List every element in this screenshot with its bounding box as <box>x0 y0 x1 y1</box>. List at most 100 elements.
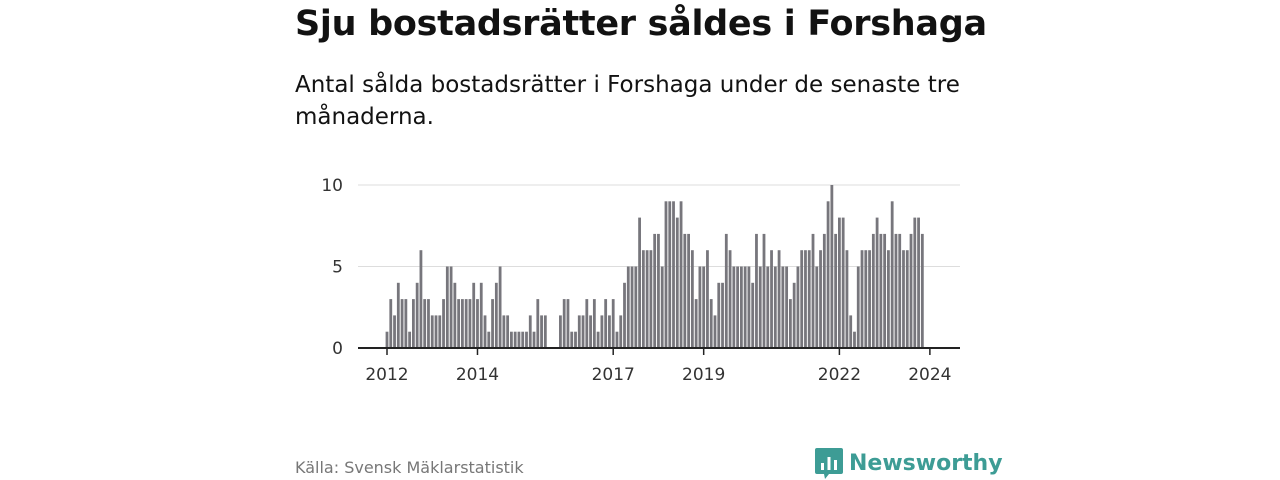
bar <box>773 266 777 348</box>
bar <box>698 266 702 348</box>
bar <box>389 299 393 348</box>
bar <box>427 299 430 348</box>
bar <box>736 266 740 348</box>
bar <box>890 201 894 348</box>
newsworthy-brand[interactable]: Newsworthy <box>814 446 1003 480</box>
bar <box>751 282 755 348</box>
bar <box>423 299 427 348</box>
bar <box>683 233 687 348</box>
y-tick-label: 10 <box>321 176 343 196</box>
bar <box>404 299 408 348</box>
bar <box>521 331 525 348</box>
bar <box>679 201 683 348</box>
bar <box>811 233 815 348</box>
bar <box>449 266 453 348</box>
bar <box>777 250 781 348</box>
y-tick-label: 5 <box>332 258 343 278</box>
bar <box>898 233 902 348</box>
bar <box>596 331 600 348</box>
bar <box>506 315 510 348</box>
x-tick-label: 2019 <box>682 365 725 385</box>
bar <box>638 217 641 348</box>
x-tick-label: 2012 <box>365 365 408 385</box>
bar <box>570 331 574 348</box>
bar <box>649 250 653 348</box>
bar <box>585 299 589 348</box>
bar <box>868 250 871 348</box>
bar <box>619 315 623 348</box>
bar <box>434 315 438 348</box>
bar <box>483 315 487 348</box>
bar <box>694 299 698 348</box>
bar <box>732 266 736 348</box>
bar <box>883 233 887 348</box>
bar <box>755 233 758 348</box>
bar <box>532 331 536 348</box>
bar <box>668 201 672 348</box>
bar <box>721 282 724 348</box>
bar <box>419 250 423 348</box>
bar <box>713 315 717 348</box>
bar <box>709 299 713 348</box>
bar <box>724 233 728 348</box>
bar <box>604 299 608 348</box>
bar <box>875 217 879 348</box>
bar <box>657 233 660 348</box>
bar <box>461 299 464 348</box>
bar <box>472 282 476 348</box>
highlight-value-label: 7 <box>924 168 935 173</box>
bar <box>702 266 706 348</box>
source-note: Källa: Svensk Mäklarstatistik <box>295 458 524 477</box>
bar <box>860 250 864 348</box>
bar <box>838 217 841 348</box>
bar <box>543 315 547 348</box>
bar <box>687 233 690 348</box>
bar <box>400 299 404 348</box>
bar <box>645 250 649 348</box>
bar <box>913 217 917 348</box>
bar <box>909 233 913 348</box>
bar <box>804 250 807 348</box>
bar <box>623 282 626 348</box>
bar <box>566 299 570 348</box>
newsworthy-logo-icon <box>815 448 843 479</box>
bar <box>615 331 619 348</box>
bar <box>528 315 532 348</box>
bar <box>920 233 924 348</box>
bar <box>739 266 743 348</box>
bar <box>853 331 856 348</box>
bar <box>788 299 792 348</box>
chart-subtitle: Antal sålda bostadsrätter i Forshaga und… <box>295 72 960 130</box>
y-tick-label: 0 <box>332 339 343 359</box>
bar <box>385 331 389 348</box>
bar <box>822 233 826 348</box>
x-tick-label: 2017 <box>592 365 635 385</box>
bar <box>856 266 860 348</box>
bar <box>559 315 562 348</box>
bar <box>902 250 905 348</box>
bar-chart: 0 5 10 2012 2014 2017 2019 2022 2024 7 <box>321 168 960 385</box>
bar <box>589 315 592 348</box>
bar <box>879 233 883 348</box>
bar <box>476 299 479 348</box>
bar <box>393 315 396 348</box>
bar <box>577 315 581 348</box>
bar <box>513 331 517 348</box>
bar <box>781 266 785 348</box>
bar <box>525 331 528 348</box>
bar <box>445 266 449 348</box>
bar <box>841 217 845 348</box>
bar <box>464 299 468 348</box>
bar <box>479 282 483 348</box>
bar <box>758 266 762 348</box>
bar <box>574 331 577 348</box>
bar <box>864 250 868 348</box>
bar <box>494 282 498 348</box>
bar <box>592 299 596 348</box>
bar <box>845 250 849 348</box>
bar <box>800 250 804 348</box>
bar <box>600 315 604 348</box>
bar <box>819 250 822 348</box>
bar <box>690 250 694 348</box>
x-tick-label: 2022 <box>818 365 861 385</box>
